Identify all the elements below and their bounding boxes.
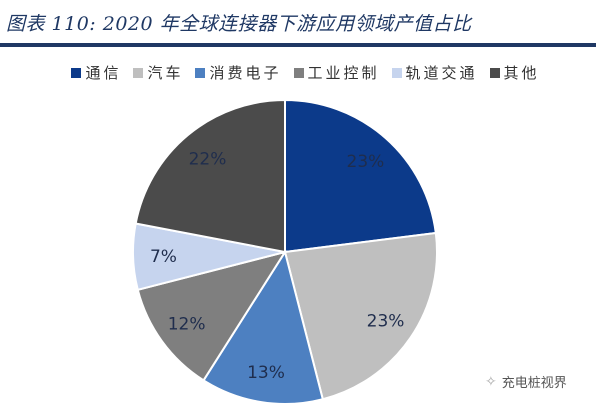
wechat-icon: ✧ <box>485 373 497 390</box>
legend-item: 其他 <box>489 62 540 83</box>
chart-title: 图表 110: 2020 年全球连接器下游应用领域产值占比 <box>6 13 472 35</box>
legend-swatch <box>391 67 402 78</box>
data-label: 23% <box>367 311 405 331</box>
data-label: 12% <box>168 314 206 334</box>
legend-label: 其他 <box>503 64 540 82</box>
legend-item: 通信 <box>71 62 121 83</box>
legend-label: 工业控制 <box>307 64 380 82</box>
watermark-text: 充电桩视界 <box>501 376 567 391</box>
data-label: 13% <box>247 363 285 383</box>
legend: 通信 汽车 消费电子 工业控制 轨道交通 其他 <box>0 62 611 83</box>
pie-slice-4 <box>136 250 288 382</box>
watermark: ✧ 充电桩视界 <box>485 372 567 392</box>
data-label: 23% <box>347 152 385 172</box>
legend-swatch <box>195 67 206 78</box>
legend-label: 消费电子 <box>209 64 282 82</box>
pie-slice-3 <box>202 249 325 405</box>
legend-label: 轨道交通 <box>405 64 478 82</box>
title-divider <box>0 43 596 47</box>
legend-label: 通信 <box>85 64 122 82</box>
legend-swatch <box>71 67 82 78</box>
legend-item: 轨道交通 <box>391 62 478 83</box>
legend-label: 汽车 <box>147 64 184 82</box>
pie-slice-6 <box>134 98 286 254</box>
pie-slice-2 <box>283 231 438 401</box>
data-label: 22% <box>189 149 227 169</box>
data-label: 7% <box>150 247 177 267</box>
pie-slice-1 <box>284 98 437 254</box>
legend-item: 消费电子 <box>195 62 281 83</box>
legend-swatch <box>489 67 500 78</box>
legend-item: 工业控制 <box>293 62 380 83</box>
legend-swatch <box>293 67 304 78</box>
legend-item: 汽车 <box>133 62 183 83</box>
legend-swatch <box>133 67 144 78</box>
